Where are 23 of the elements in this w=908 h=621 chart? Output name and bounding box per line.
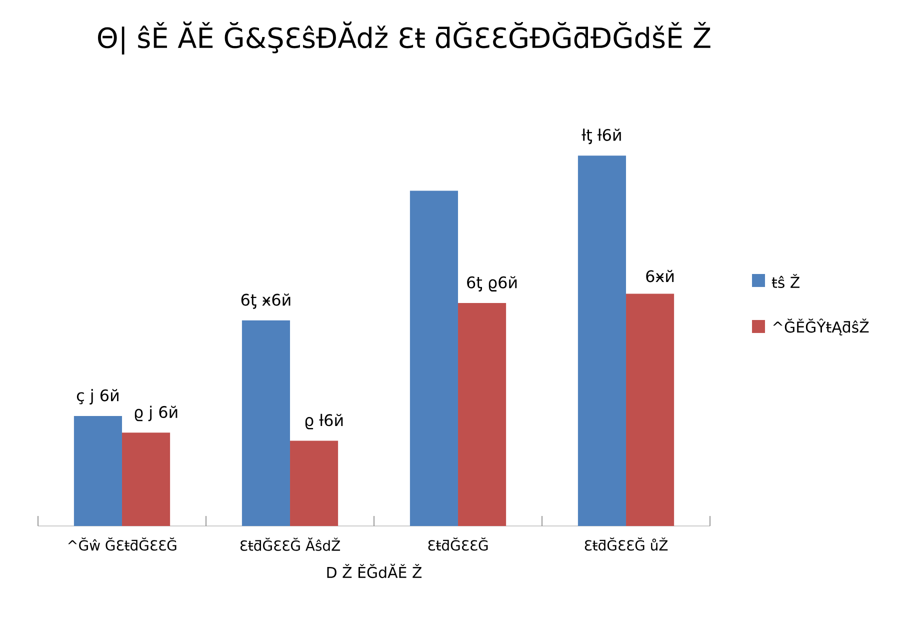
annotation: 6ƫ ϱ6й bbox=[467, 276, 517, 292]
legend-label: ^ĞĚĞŶŧĄƌŝŽ bbox=[773, 318, 869, 336]
annotation: ç j 6й bbox=[76, 389, 118, 404]
x-tick-label: ^Ğŵ ĞƐŧƌĞƐƐĞ bbox=[68, 538, 176, 551]
x-axis-title: D Ž ĚĞdĂĚ Ž bbox=[327, 564, 422, 578]
annotation: 6ƫ ӿ6й bbox=[241, 293, 290, 309]
annotation: ϱ j 6й bbox=[134, 406, 178, 422]
bar bbox=[578, 156, 626, 526]
annotation: 6ӿй bbox=[646, 270, 674, 282]
x-tick-label: ƐŧƌĞƐƐĞ ĂŝdŽ bbox=[240, 538, 340, 551]
bar bbox=[242, 320, 290, 526]
x-tick-label: ƐŧƌĞƐƐĞ bbox=[428, 538, 488, 551]
bar bbox=[410, 190, 458, 526]
bar bbox=[290, 440, 338, 526]
bar bbox=[74, 416, 122, 526]
bar bbox=[458, 303, 506, 526]
x-tick-label: ƐŧƌĞƐƐĞ ůŽ bbox=[584, 538, 668, 551]
chart-title: Θ| ŝĚ ĂĚ Ğ&ŞƐŝĐĂdž Ɛŧ ƌĞƐƐĞĐĞƌĐĞdšĚ Ž bbox=[98, 22, 710, 54]
bar bbox=[626, 294, 674, 526]
annotation: ƚƫ ƚ6й bbox=[582, 128, 621, 144]
bar bbox=[122, 432, 170, 526]
annotation: ϱ ƚ6й bbox=[305, 414, 343, 430]
legend-label: ŧŝ Ž bbox=[772, 274, 800, 288]
